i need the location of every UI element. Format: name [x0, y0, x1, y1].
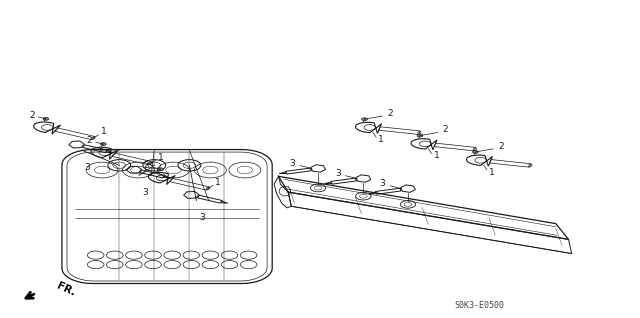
- Circle shape: [100, 143, 106, 145]
- Text: 2: 2: [29, 111, 35, 120]
- Text: 3: 3: [380, 179, 385, 188]
- Circle shape: [472, 150, 478, 153]
- Text: FR.: FR.: [56, 280, 77, 298]
- Circle shape: [43, 117, 49, 120]
- Text: 1: 1: [215, 178, 221, 187]
- Text: 3: 3: [142, 188, 148, 197]
- Text: 3: 3: [290, 159, 296, 168]
- Circle shape: [158, 168, 164, 171]
- Text: 2: 2: [443, 125, 448, 135]
- Text: 1: 1: [100, 127, 106, 136]
- Text: 2: 2: [144, 161, 150, 170]
- Text: 1: 1: [489, 168, 495, 177]
- Text: 2: 2: [387, 109, 393, 118]
- Text: 1: 1: [378, 135, 384, 144]
- Text: 3: 3: [84, 163, 90, 172]
- Text: 2: 2: [86, 136, 92, 145]
- Text: 1: 1: [158, 153, 164, 162]
- Text: S0K3-E0500: S0K3-E0500: [454, 301, 504, 310]
- Text: 1: 1: [434, 151, 440, 160]
- Text: 3: 3: [335, 169, 340, 178]
- Circle shape: [362, 118, 367, 121]
- Text: 3: 3: [199, 213, 205, 222]
- Circle shape: [417, 134, 423, 137]
- Text: 2: 2: [498, 142, 504, 151]
